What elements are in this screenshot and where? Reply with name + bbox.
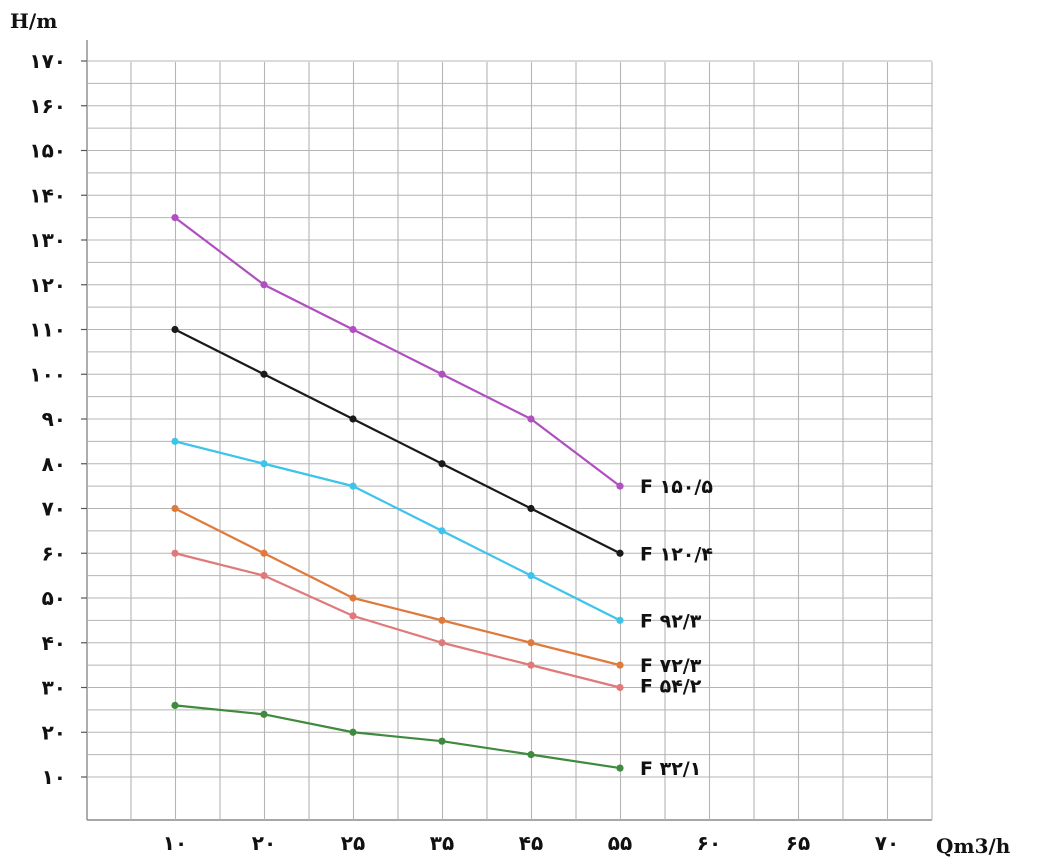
y-tick-label: ۳۰	[42, 676, 66, 700]
data-point	[260, 549, 268, 557]
series-line	[174, 328, 621, 555]
series-label: F ۷۲/۳	[640, 655, 702, 677]
y-tick-label: ۱۰۰	[29, 362, 66, 386]
x-tick-label: ۲۵	[341, 831, 365, 855]
data-point	[349, 594, 357, 602]
series-label: F ۳۲/۱	[640, 758, 701, 780]
series-group: F ۱۵۰/۵	[171, 214, 713, 498]
y-tick-label: ۱۰	[42, 765, 66, 789]
data-point	[171, 549, 179, 557]
data-point	[438, 639, 446, 647]
data-point	[616, 764, 624, 772]
series-line	[174, 552, 621, 689]
data-point	[616, 616, 624, 624]
x-axis-ticks: ۱۰ ۲۰ ۲۵ ۳۵ ۴۵ ۵۵ ۶۰ ۶۵ ۷۰	[163, 831, 899, 855]
y-tick-label: ۷۰	[42, 497, 66, 521]
data-point	[171, 214, 179, 222]
data-point	[260, 370, 268, 378]
data-point	[438, 460, 446, 468]
series-line	[174, 216, 621, 488]
y-tick-label: ۲۰	[42, 720, 66, 744]
y-axis-ticks: ۱۰ ۲۰ ۳۰ ۴۰ ۵۰ ۶۰ ۷۰ ۸۰ ۹۰ ۱۰۰ ۱۱۰ ۱۲۰ ۱۳۰ ۱۴۰ ۱۵۰ ۱۶۰ ۱…	[29, 49, 87, 789]
data-point	[260, 281, 268, 289]
y-tick-label: ۱۱۰	[29, 318, 66, 342]
data-point	[616, 661, 624, 669]
data-point	[438, 527, 446, 535]
data-point	[438, 370, 446, 378]
series-label: F ۵۴/۲	[640, 676, 702, 698]
series-group: F ۹۲/۳	[171, 437, 702, 632]
series-group: F ۷۲/۳	[171, 504, 702, 677]
chart-series: F ۱۵۰/۵ F ۱۲۰/۴ F ۹۲/۳ F ۷۲/۳F ۵۴/۲ F ۳۲/۱	[171, 214, 713, 780]
x-tick-label: ۱۰	[163, 831, 187, 855]
data-point	[438, 616, 446, 624]
series-label: F ۹۲/۳	[640, 610, 702, 632]
data-point	[527, 415, 535, 423]
data-point	[438, 737, 446, 745]
y-tick-label: ۱۷۰	[29, 49, 66, 73]
data-point	[349, 325, 357, 334]
data-point	[171, 325, 179, 334]
x-axis-title: Qm3/h	[936, 834, 1011, 858]
y-tick-label: ۶۰	[42, 541, 66, 565]
series-group: F ۵۴/۲	[171, 549, 702, 698]
series-label: F ۱۵۰/۵	[640, 476, 713, 498]
y-axis-title: H/m	[10, 9, 57, 33]
y-tick-label: ۱۵۰	[29, 139, 66, 163]
y-tick-label: ۱۳۰	[29, 228, 66, 252]
x-tick-label: ۶۰	[697, 831, 721, 855]
data-point	[171, 437, 179, 445]
data-point	[527, 751, 535, 759]
x-tick-label: ۶۵	[786, 831, 810, 855]
data-point	[260, 710, 268, 718]
data-point	[527, 661, 535, 669]
x-tick-label: ۵۵	[608, 831, 632, 855]
y-tick-label: ۱۶۰	[29, 94, 66, 118]
y-tick-label: ۸۰	[42, 452, 66, 476]
chart-grid	[86, 40, 933, 821]
data-point	[616, 549, 624, 557]
series-group: F ۱۲۰/۴	[171, 325, 713, 565]
data-point	[349, 728, 357, 736]
data-point	[260, 460, 268, 468]
series-group: F ۳۲/۱	[171, 701, 701, 780]
data-point	[527, 639, 535, 647]
data-point	[349, 415, 357, 423]
series-line	[174, 704, 621, 770]
data-point	[171, 701, 179, 710]
series-line	[174, 440, 621, 622]
data-point	[527, 572, 535, 580]
data-point	[171, 504, 179, 513]
y-tick-label: ۱۲۰	[29, 273, 66, 297]
y-tick-label: ۴۰	[42, 631, 66, 655]
data-point	[349, 482, 357, 490]
x-tick-label: ۴۵	[519, 831, 543, 855]
x-tick-label: ۷۰	[875, 831, 899, 855]
data-point	[616, 683, 624, 692]
data-point	[616, 482, 624, 490]
series-line	[174, 507, 621, 667]
x-tick-label: ۳۵	[430, 831, 454, 855]
data-point	[260, 572, 268, 580]
x-tick-label: ۲۰	[252, 831, 276, 855]
data-point	[527, 504, 535, 513]
y-tick-label: ۹۰	[42, 407, 66, 431]
y-tick-label: ۵۰	[42, 586, 66, 610]
series-label: F ۱۲۰/۴	[640, 543, 713, 565]
y-tick-label: ۱۴۰	[29, 183, 66, 207]
data-point	[349, 612, 357, 620]
